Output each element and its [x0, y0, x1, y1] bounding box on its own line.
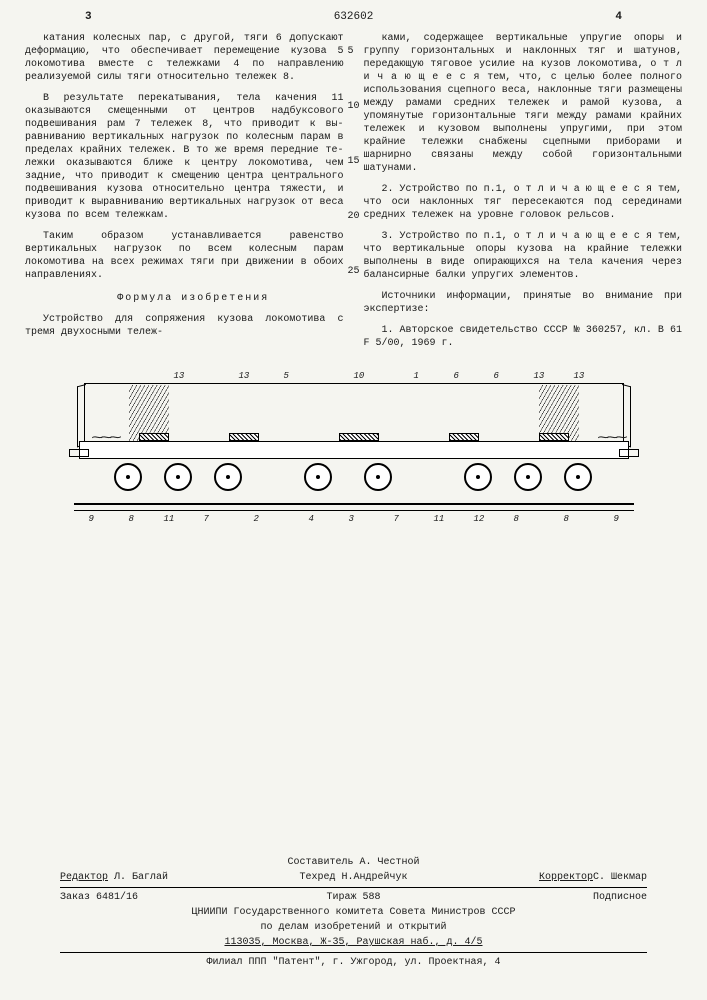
wheel-2: [164, 463, 192, 491]
bogie-right: [454, 461, 604, 486]
left-p4: Устройство для сопряжения кузова локомот…: [25, 313, 344, 339]
line-numbers: 5 10 15 20 25: [347, 45, 359, 278]
blbl-8c: 8: [564, 514, 569, 526]
ln-10: 10: [347, 100, 359, 113]
lbl-13a: 13: [174, 371, 185, 383]
subscription: Подписное: [451, 891, 647, 904]
right-p2: 2. Устройство по п.1, о т л и ­ч а ю щ е…: [364, 183, 683, 222]
lbl-13b: 13: [239, 371, 250, 383]
lbl-13c: 13: [534, 371, 545, 383]
ln-5: 5: [347, 45, 359, 58]
rail-line: [74, 503, 634, 505]
techred: Техред Н.Андрейчук: [256, 871, 452, 884]
page-num-left: 3: [85, 10, 92, 24]
ln-25: 25: [347, 265, 359, 278]
footer-addr: 113035, Москва, Ж-35, Раушская наб., д. …: [60, 935, 647, 950]
support-2: [229, 433, 259, 441]
blbl-4: 4: [309, 514, 314, 526]
tirage: Тираж 588: [256, 891, 452, 904]
right-p3: 3. Устройство по п.1, о т л и ­ч а ю щ е…: [364, 230, 683, 282]
blbl-11b: 11: [434, 514, 445, 526]
column-left: катания колесных пар, с другой, тяги 6 д…: [25, 32, 344, 358]
left-p3: Таким образом устанавливается ра­венство…: [25, 230, 344, 282]
lbl-13d: 13: [574, 371, 585, 383]
corrector-label: Корректор: [539, 872, 593, 883]
blbl-2: 2: [254, 514, 259, 526]
spring-right: ⁓⁓⁓: [598, 435, 616, 445]
underframe: [79, 441, 629, 459]
wheel-8: [564, 463, 592, 491]
page-header: 3 632602 4: [25, 10, 682, 24]
diagram-wrapper: ⁓⁓⁓ ⁓⁓⁓ 13 13 5 10 1 6 6 13: [25, 373, 682, 523]
column-right: ками, содержащее вертикальные упругие оп…: [364, 32, 683, 358]
left-p2: В результате перекатывания, тела качения…: [25, 92, 344, 222]
editor-label: Редактор: [60, 872, 108, 883]
formula-title: Формула изобретения: [25, 292, 344, 305]
lbl-1: 1: [414, 371, 419, 383]
bogie-left: [104, 461, 254, 486]
blbl-7b: 7: [394, 514, 399, 526]
footer-order: Заказ 6481/16 Тираж 588 Подписное: [60, 890, 647, 905]
wheel-3: [214, 463, 242, 491]
wheel-6: [464, 463, 492, 491]
spring-left: ⁓⁓⁓: [92, 435, 110, 445]
wheel-1: [114, 463, 142, 491]
blbl-12: 12: [474, 514, 485, 526]
wheel-7: [514, 463, 542, 491]
lbl-6b: 6: [494, 371, 499, 383]
divider-2: [60, 952, 647, 953]
footer-branch: Филиал ППП "Патент", г. Ужгород, ул. Про…: [60, 955, 647, 970]
footer-org1: ЦНИИПИ Государственного комитета Совета …: [60, 905, 647, 920]
blbl-7a: 7: [204, 514, 209, 526]
blbl-9a: 9: [89, 514, 94, 526]
blbl-8a: 8: [129, 514, 134, 526]
footer: Составитель А. Честной Редактор Л. Багла…: [60, 855, 647, 970]
support-3: [449, 433, 479, 441]
blbl-11: 11: [164, 514, 175, 526]
right-p1: ками, содержащее вертикальные упругие оп…: [364, 32, 683, 175]
page-num-right: 4: [615, 10, 622, 24]
editor-name: Л. Баглай: [114, 872, 168, 883]
footer-staff: Редактор Л. Баглай Техред Н.Андрейчук Ко…: [60, 870, 647, 885]
doc-number: 632602: [334, 10, 374, 24]
blbl-8b: 8: [514, 514, 519, 526]
lbl-10: 10: [354, 371, 365, 383]
ln-20: 20: [347, 210, 359, 223]
corrector-name: С. Шекмар: [593, 872, 647, 883]
right-p5: 1. Авторское свидетельство СССР № 360257…: [364, 324, 683, 350]
lbl-5: 5: [284, 371, 289, 383]
support-center: [339, 433, 379, 441]
support-4: [539, 433, 569, 441]
left-p1: катания колесных пар, с другой, тяги 6 д…: [25, 32, 344, 84]
locomotive-diagram: ⁓⁓⁓ ⁓⁓⁓ 13 13 5 10 1 6 6 13: [74, 373, 634, 523]
support-1: [139, 433, 169, 441]
wheel-4: [304, 463, 332, 491]
divider-1: [60, 887, 647, 888]
right-p4: Источники информации, принятые во вниман…: [364, 290, 683, 316]
coupler-left: [69, 449, 89, 457]
coupler-right: [619, 449, 639, 457]
footer-compiler: Составитель А. Честной: [60, 855, 647, 870]
blbl-3: 3: [349, 514, 354, 526]
wheel-5: [364, 463, 392, 491]
order-num: Заказ 6481/16: [60, 891, 256, 904]
footer-org2: по делам изобретений и открытий: [60, 920, 647, 935]
lbl-6a: 6: [454, 371, 459, 383]
blbl-9b: 9: [614, 514, 619, 526]
ln-15: 15: [347, 155, 359, 168]
rail-line-2: [74, 510, 634, 511]
bogie-center: [294, 461, 404, 486]
